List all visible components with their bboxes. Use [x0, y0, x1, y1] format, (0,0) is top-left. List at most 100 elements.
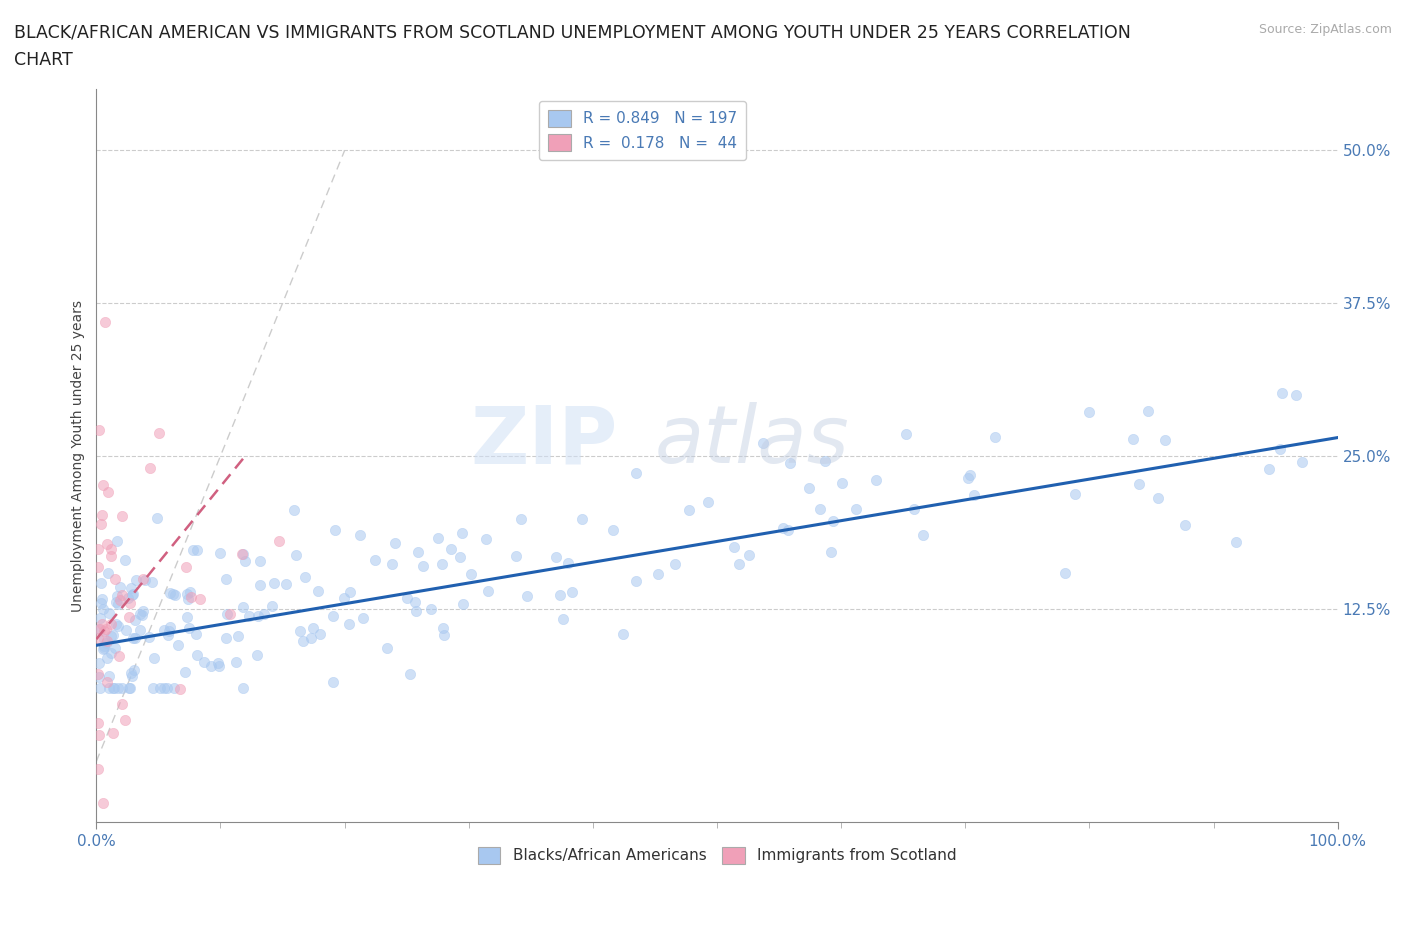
Point — [1284, 388, 1306, 403]
Point — [142, 650, 165, 665]
Point — [86, 716, 108, 731]
Point — [395, 591, 418, 605]
Point — [1054, 565, 1077, 580]
Point — [181, 543, 204, 558]
Point — [114, 553, 136, 568]
Point — [93, 624, 115, 639]
Point — [94, 621, 117, 636]
Point — [246, 647, 269, 662]
Point — [89, 727, 111, 742]
Point — [131, 607, 153, 622]
Point — [98, 605, 121, 620]
Point — [375, 641, 398, 656]
Point — [93, 638, 115, 653]
Point — [89, 610, 111, 625]
Point — [1064, 487, 1087, 502]
Point — [505, 549, 527, 564]
Point — [138, 460, 160, 475]
Point — [322, 608, 344, 623]
Point — [728, 556, 751, 571]
Point — [831, 476, 853, 491]
Point — [94, 314, 117, 329]
Point — [865, 473, 887, 488]
Point — [146, 511, 169, 525]
Point — [772, 520, 794, 535]
Point — [612, 626, 634, 641]
Text: ZIP: ZIP — [471, 403, 617, 480]
Point — [167, 638, 190, 653]
Point — [86, 667, 108, 682]
Point — [349, 527, 371, 542]
Point — [959, 468, 981, 483]
Point — [148, 425, 170, 440]
Point — [460, 566, 482, 581]
Point — [779, 456, 801, 471]
Point — [103, 681, 125, 696]
Point — [176, 587, 198, 602]
Point — [153, 622, 176, 637]
Point — [450, 525, 472, 540]
Point — [1154, 432, 1177, 447]
Point — [820, 544, 842, 559]
Point — [100, 645, 122, 660]
Point — [381, 557, 404, 572]
Point — [89, 621, 111, 636]
Point — [723, 540, 745, 555]
Point — [263, 576, 285, 591]
Point — [122, 663, 145, 678]
Point — [138, 630, 160, 644]
Point — [179, 585, 201, 600]
Point — [132, 572, 155, 587]
Point — [1270, 442, 1292, 457]
Point — [249, 554, 271, 569]
Point — [124, 631, 146, 645]
Point — [353, 611, 375, 626]
Point — [232, 547, 254, 562]
Point — [107, 597, 129, 612]
Point — [97, 565, 120, 580]
Point — [105, 594, 128, 609]
Point — [292, 633, 315, 648]
Point — [104, 641, 127, 656]
Point — [86, 762, 108, 777]
Point — [207, 658, 229, 673]
Point — [799, 481, 821, 496]
Point — [1078, 405, 1101, 419]
Point — [90, 516, 112, 531]
Point — [111, 697, 134, 711]
Point — [186, 648, 208, 663]
Point — [557, 556, 579, 571]
Point — [120, 681, 142, 696]
Point — [510, 512, 533, 527]
Point — [427, 531, 450, 546]
Point — [186, 542, 208, 557]
Point — [209, 546, 232, 561]
Point — [1225, 535, 1247, 550]
Point — [120, 580, 142, 595]
Point — [96, 634, 118, 649]
Point — [97, 485, 120, 499]
Point — [90, 595, 112, 610]
Point — [163, 588, 186, 603]
Point — [399, 667, 422, 682]
Point — [141, 575, 163, 590]
Point — [412, 558, 434, 573]
Point — [122, 631, 145, 646]
Point — [93, 641, 115, 656]
Point — [1174, 518, 1197, 533]
Point — [96, 537, 118, 551]
Point — [121, 587, 143, 602]
Point — [957, 471, 980, 485]
Point — [169, 681, 191, 696]
Point — [117, 609, 139, 624]
Point — [228, 629, 250, 644]
Text: atlas: atlas — [655, 403, 849, 480]
Point — [433, 628, 456, 643]
Point — [141, 681, 163, 696]
Point — [738, 548, 761, 563]
Point — [294, 570, 316, 585]
Point — [217, 606, 239, 621]
Point — [91, 478, 114, 493]
Point — [323, 523, 346, 538]
Point — [288, 624, 311, 639]
